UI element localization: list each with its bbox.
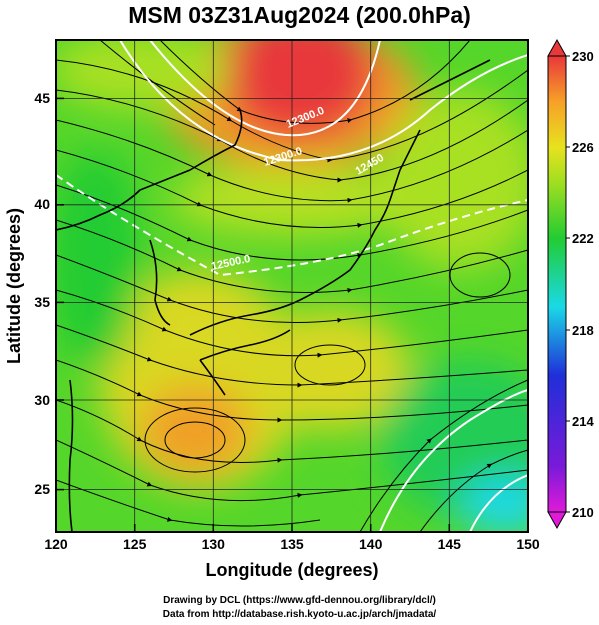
y-tick-label: 30 (34, 392, 50, 408)
colorbar-top-arrow (547, 38, 567, 57)
streamlines (56, 40, 528, 532)
coastlines (56, 59, 491, 532)
credit-drawing: Drawing by DCL (https://www.gfd-dennou.o… (163, 595, 436, 606)
x-tick-label: 150 (516, 536, 540, 552)
y-tick-label: 45 (34, 90, 50, 106)
colorbar: 230 226 222 218 214 210 (547, 38, 594, 530)
x-axis-label: Longitude (degrees) (205, 560, 378, 580)
colorbar-tick-label: 222 (572, 231, 594, 246)
x-tick-labels: 120 125 130 135 140 145 150 (44, 536, 540, 552)
y-tick-label: 35 (34, 294, 50, 310)
colorbar-bar (547, 55, 567, 513)
temperature-field: 12300.0 12300.0 12450 12500.0 (56, 40, 528, 532)
credit-data-source: Data from http://database.rish.kyoto-u.a… (162, 609, 437, 620)
colorbar-tick-label: 218 (572, 323, 594, 338)
y-tick-label: 25 (34, 481, 50, 497)
x-tick-label: 125 (123, 536, 147, 552)
colorbar-tick-label: 210 (572, 505, 594, 520)
colorbar-tick-label: 226 (572, 140, 594, 155)
lat-lon-grid (56, 40, 528, 532)
axis-ticks (55, 97, 529, 532)
colorbar-tick-label: 230 (572, 49, 594, 64)
y-tick-labels: 25 30 35 40 45 (34, 90, 50, 497)
x-tick-label: 135 (280, 536, 304, 552)
x-tick-label: 130 (202, 536, 226, 552)
chart-title: MSM 03Z31Aug2024 (200.0hPa) (128, 2, 471, 28)
colorbar-tick-label: 214 (572, 414, 594, 429)
y-axis-label: Latitude (degrees) (4, 208, 24, 364)
height-contours (56, 40, 528, 532)
colorbar-bottom-arrow (547, 511, 567, 530)
x-tick-label: 145 (438, 536, 462, 552)
y-tick-label: 40 (34, 196, 50, 212)
x-tick-label: 120 (44, 536, 68, 552)
x-tick-label: 140 (359, 536, 383, 552)
